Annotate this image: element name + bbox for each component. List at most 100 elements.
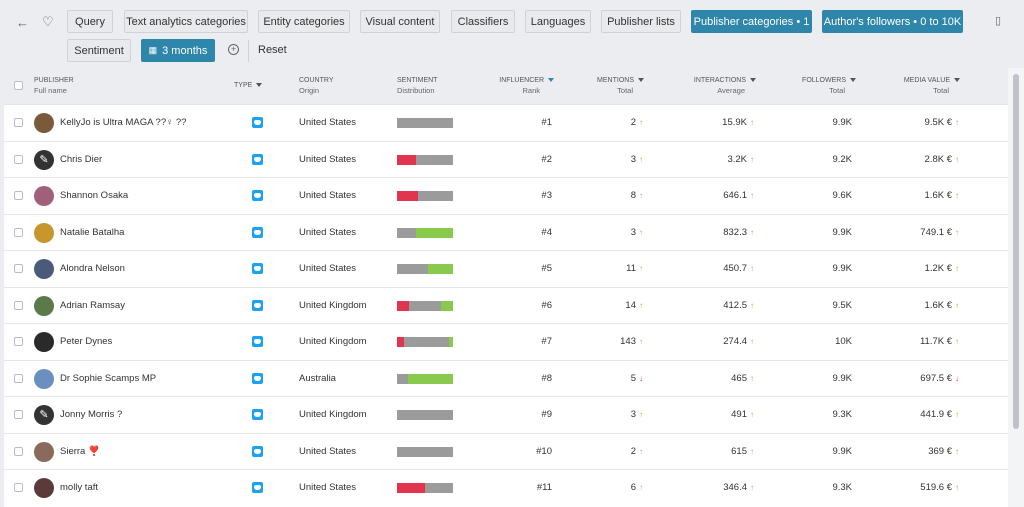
table-row[interactable]: ✎ Chris Dier United States #2 3 ↑ 3.2K ↑ 9.2K 2.8…: [4, 140, 1008, 178]
influencer-rank: #2: [541, 153, 552, 165]
publisher-name[interactable]: Dr Sophie Scamps MP: [60, 372, 157, 384]
default-avatar-feather-icon[interactable]: ✎: [34, 405, 54, 425]
row-checkbox[interactable]: [14, 373, 23, 383]
media-value: 1.6K €: [924, 299, 952, 311]
filter-authors-followers-button[interactable]: Author's followers • 0 to 10K: [822, 10, 963, 33]
mentions-value: 2: [630, 117, 636, 128]
column-interactions[interactable]: INTERACTIONS Average: [684, 76, 756, 96]
publisher-name[interactable]: Sierra ❣️: [60, 445, 100, 457]
column-type[interactable]: TYPE: [234, 81, 263, 91]
sentiment-distribution-bar: [397, 446, 453, 457]
table-row[interactable]: molly taft United States #11 6 ↑ 346.4 ↑ 9.3K 51…: [4, 469, 1008, 506]
avatar[interactable]: [34, 295, 54, 316]
row-checkbox[interactable]: [14, 446, 23, 456]
avatar[interactable]: [34, 186, 54, 206]
table-row[interactable]: KellyJo is Ultra MAGA ??♀ ?? United State…: [4, 104, 1008, 141]
filter-sentiment-button[interactable]: Sentiment: [67, 39, 131, 62]
mentions-cell: 3 ↑: [578, 227, 643, 238]
sentiment-distribution-bar: [397, 300, 453, 311]
avatar[interactable]: [34, 259, 54, 279]
filter-languages-button[interactable]: Languages: [525, 10, 591, 33]
media-value-cell: 1.6K € ↑: [874, 300, 959, 311]
publisher-name[interactable]: KellyJo is Ultra MAGA ??♀ ??: [60, 117, 187, 128]
trend-up-icon: ↑: [750, 446, 754, 456]
row-checkbox[interactable]: [14, 227, 23, 237]
avatar[interactable]: [34, 113, 54, 133]
trend-up-icon: ↑: [955, 154, 959, 164]
row-checkbox[interactable]: [14, 264, 23, 273]
table-row[interactable]: Sierra ❣️ United States #10 2 ↑ 615 ↑ 9.9K 369 €…: [4, 432, 1008, 470]
filter-publisher-categories-button[interactable]: Publisher categories • 1: [691, 10, 812, 33]
column-publisher[interactable]: PUBLISHER Full name: [34, 77, 74, 95]
row-checkbox[interactable]: [14, 118, 23, 127]
interactions-cell: 346.4 ↑: [674, 482, 754, 493]
trend-up-icon: ↑: [639, 264, 643, 273]
column-country[interactable]: COUNTRY Origin: [299, 77, 334, 95]
sentiment-neg-segment: [397, 483, 425, 493]
publisher-name[interactable]: Jonny Morris ?: [60, 409, 123, 420]
mentions-cell: 2 ↑: [578, 117, 643, 128]
trend-up-icon: ↑: [750, 154, 754, 164]
followers-value: 9.9K: [832, 445, 852, 457]
filter-entity-categories-button[interactable]: Entity categories: [258, 10, 350, 33]
filter-visual-content-button[interactable]: Visual content: [360, 10, 440, 33]
table-row[interactable]: Natalie Batalha United States #4 3 ↑ 832.3 ↑ 9.…: [4, 213, 1008, 251]
table-row[interactable]: ✎ Jonny Morris ? United Kingdom #9 3 ↑ 491 ↑ 9.3…: [4, 396, 1008, 433]
interactions-cell: 646.1 ↑: [674, 190, 754, 201]
row-checkbox[interactable]: [14, 300, 23, 310]
avatar[interactable]: [34, 332, 54, 352]
country-value: United States: [299, 190, 357, 201]
table-row[interactable]: Adrian Ramsay United Kingdom #6 14 ↑ 412.5 ↑ 9.…: [4, 286, 1008, 324]
vertical-scrollbar[interactable]: [1008, 68, 1024, 507]
row-checkbox[interactable]: [14, 410, 23, 419]
publisher-name[interactable]: Shannon Osaka: [60, 190, 129, 201]
avatar[interactable]: [34, 222, 54, 243]
row-checkbox[interactable]: [14, 154, 23, 164]
interactions-cell: 3.2K ↑: [674, 154, 754, 165]
date-range-button[interactable]: ▦ 3 months: [141, 39, 215, 62]
interactions-cell: 412.5 ↑: [674, 300, 754, 311]
publisher-name[interactable]: Alondra Nelson: [60, 263, 125, 274]
avatar[interactable]: [34, 441, 54, 462]
column-sentiment[interactable]: SENTIMENT Distribution: [397, 77, 438, 95]
scrollbar-thumb[interactable]: [1013, 74, 1019, 429]
column-influencer[interactable]: INFLUENCER Rank: [490, 76, 554, 96]
publisher-name[interactable]: Natalie Batalha: [60, 226, 125, 238]
heart-icon[interactable]: ♡: [42, 14, 54, 29]
add-filter-icon[interactable]: +: [228, 44, 239, 55]
followers-value: 9.9K: [832, 263, 852, 274]
clipboard-icon[interactable]: ▯: [995, 15, 1002, 27]
column-media-value[interactable]: MEDIA VALUE Total: [890, 76, 960, 96]
trend-up-icon: ↑: [639, 446, 643, 456]
avatar[interactable]: [34, 368, 54, 389]
row-checkbox[interactable]: [14, 483, 23, 492]
publisher-name[interactable]: Chris Dier: [60, 153, 103, 165]
column-mentions[interactable]: MENTIONS Total: [584, 76, 644, 96]
influencer-rank: #10: [536, 445, 552, 457]
filter-text-analytics-button[interactable]: Text analytics categories: [124, 10, 248, 33]
reset-button[interactable]: Reset: [258, 44, 287, 56]
select-all-checkbox[interactable]: [14, 81, 23, 90]
table-row[interactable]: Peter Dynes United Kingdom #7 143 ↑ 274.4 ↑ 10K…: [4, 323, 1008, 360]
mentions-cell: 11 ↑: [578, 263, 643, 274]
default-avatar-feather-icon[interactable]: ✎: [34, 149, 54, 170]
trend-down-icon: ↓: [955, 373, 959, 383]
filter-query-button[interactable]: Query: [67, 10, 113, 33]
publisher-name[interactable]: Adrian Ramsay: [60, 299, 125, 311]
media-value: 1.2K €: [924, 263, 952, 274]
country-value: United States: [299, 445, 357, 457]
back-arrow-icon[interactable]: ←: [16, 15, 29, 30]
filter-publisher-lists-button[interactable]: Publisher lists: [601, 10, 681, 33]
table-row[interactable]: Shannon Osaka United States #3 8 ↑ 646.1 ↑ 9.6K…: [4, 177, 1008, 214]
publisher-name[interactable]: Peter Dynes: [60, 336, 113, 347]
column-followers[interactable]: FOLLOWERS Total: [794, 76, 856, 96]
interactions-cell: 274.4 ↑: [674, 336, 754, 347]
table-row[interactable]: Dr Sophie Scamps MP Australia #8 5 ↓ 465 ↑ 9.9K…: [4, 359, 1008, 397]
row-checkbox[interactable]: [14, 337, 23, 346]
publisher-name[interactable]: molly taft: [60, 482, 99, 493]
table-row[interactable]: Alondra Nelson United States #5 11 ↑ 450.7 ↑ 9.…: [4, 250, 1008, 287]
filter-classifiers-button[interactable]: Classifiers: [451, 10, 515, 33]
avatar[interactable]: [34, 478, 54, 498]
row-checkbox[interactable]: [14, 191, 23, 200]
followers-value: 9.3K: [832, 409, 852, 420]
